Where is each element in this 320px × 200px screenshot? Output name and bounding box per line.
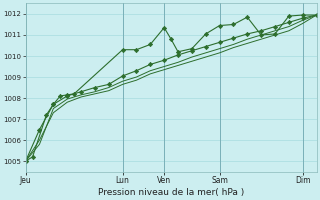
X-axis label: Pression niveau de la mer( hPa ): Pression niveau de la mer( hPa ) — [98, 188, 244, 197]
